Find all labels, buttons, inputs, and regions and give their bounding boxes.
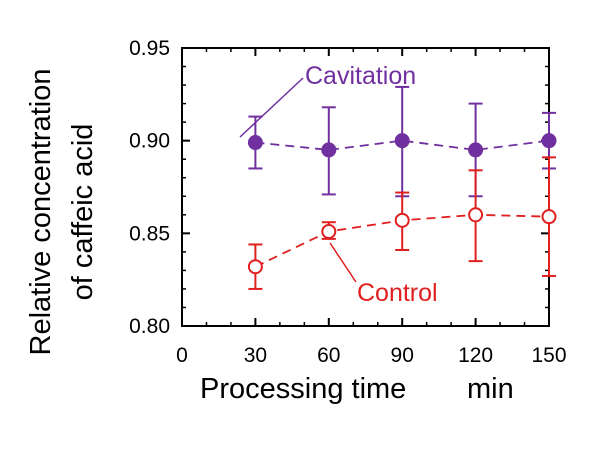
cavitation-data-point — [394, 133, 410, 149]
control-data-point — [247, 259, 263, 275]
x-tick-label: 0 — [176, 344, 188, 367]
cavitation-data-point — [247, 135, 263, 151]
x-tick-label: 120 — [458, 344, 493, 367]
cavitation-leader-line — [239, 77, 304, 138]
cavitation-series-line — [255, 139, 550, 151]
cavitation-data-point — [541, 133, 557, 149]
series-label-control: Control — [357, 279, 438, 307]
control-leader-line — [329, 242, 357, 283]
control-data-point — [541, 209, 557, 225]
x-axis-unit: min — [467, 373, 514, 405]
y-axis-title-line-2: of caffeic acid — [67, 124, 99, 301]
x-tick-label: 30 — [244, 344, 267, 367]
cavitation-data-point — [321, 142, 337, 158]
y-tick-label: 0.80 — [129, 315, 170, 338]
y-tick-label: 0.95 — [129, 37, 170, 60]
y-tick-label: 0.85 — [129, 222, 170, 245]
x-tick-label: 60 — [317, 344, 340, 367]
control-data-point — [321, 223, 337, 239]
x-axis-title: Processing time — [200, 373, 406, 405]
control-data-point — [468, 207, 484, 223]
x-tick-label: 90 — [391, 344, 414, 367]
y-tick-label: 0.90 — [129, 130, 170, 153]
y-axis-title-line-1: Relative concentration — [25, 69, 57, 356]
control-data-point — [394, 212, 410, 228]
cavitation-data-point — [468, 142, 484, 158]
x-tick-label: 150 — [531, 344, 566, 367]
series-label-cavitation: Cavitation — [305, 62, 416, 90]
